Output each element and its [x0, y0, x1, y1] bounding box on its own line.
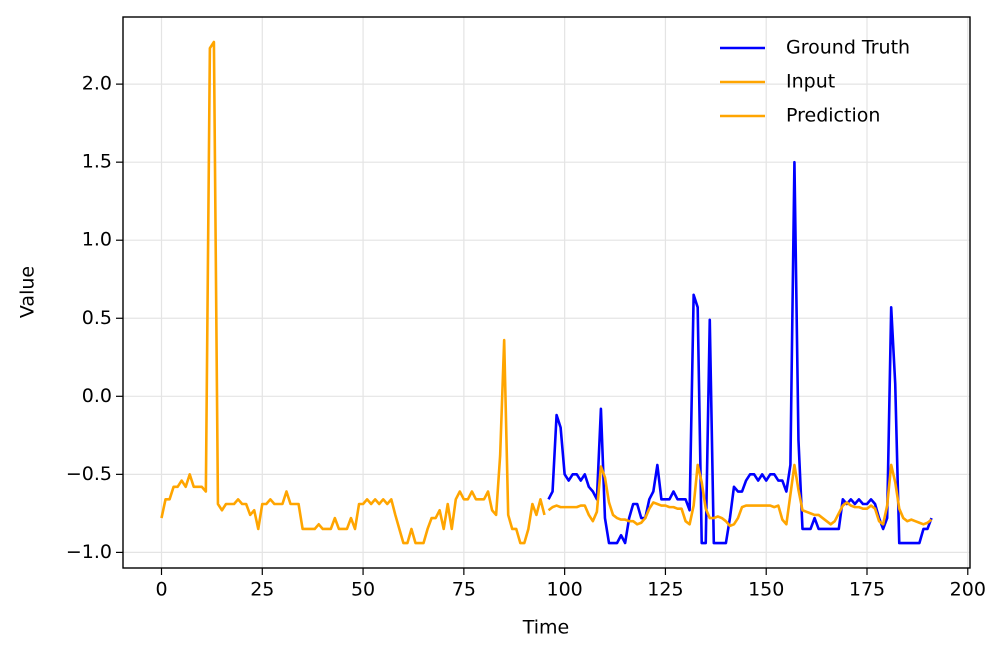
- x-tick-label: 100: [547, 579, 583, 601]
- x-tick-label: 125: [647, 579, 683, 601]
- x-axis-label: Time: [522, 617, 570, 639]
- data-line: [547, 160, 933, 545]
- legend-label: Prediction: [786, 105, 880, 127]
- plot-frame: [122, 16, 971, 569]
- x-tick-label: 25: [250, 579, 274, 601]
- y-tick-label: −1.0: [66, 541, 112, 563]
- x-tick-label: 50: [351, 579, 375, 601]
- x-tick-label: 150: [748, 579, 784, 601]
- y-tick-label: 1.0: [82, 229, 112, 251]
- y-tick-label: 1.5: [82, 151, 112, 173]
- y-tick-label: 2.0: [82, 73, 112, 95]
- x-tick-label: 0: [155, 579, 167, 601]
- x-tick-label: 200: [950, 579, 986, 601]
- x-tick-label: 175: [849, 579, 885, 601]
- y-tick-label: 0.0: [82, 385, 112, 407]
- y-tick-label: 0.5: [82, 307, 112, 329]
- legend-label: Input: [786, 71, 835, 93]
- y-tick-label: −0.5: [66, 463, 112, 485]
- data-line: [547, 463, 933, 528]
- x-tick-label: 75: [452, 579, 476, 601]
- y-axis-label: Value: [17, 266, 39, 318]
- data-line: [160, 40, 546, 545]
- legend-label: Ground Truth: [786, 37, 910, 59]
